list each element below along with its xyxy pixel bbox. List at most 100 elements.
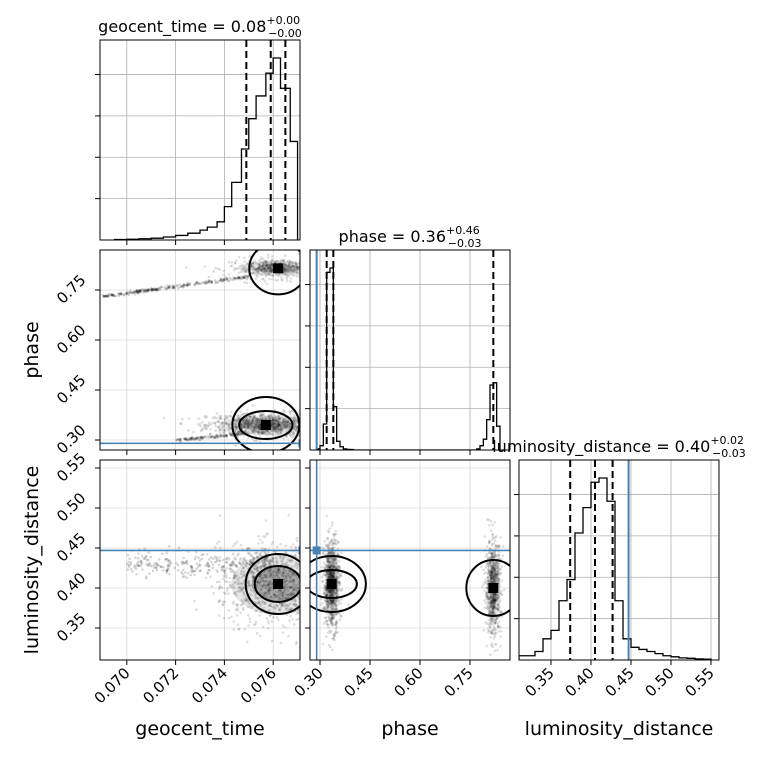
sample-point [338,574,342,578]
sample-point [244,421,248,425]
sample-point [265,263,269,266]
sample-point [278,417,282,420]
sample-point [146,288,150,291]
sample-point [294,417,298,420]
sample-point [233,430,237,434]
sample-point [291,264,295,268]
sample-point [223,429,227,433]
sample-point [350,594,353,597]
sample-point [489,616,493,620]
sample-point [268,582,272,585]
sample-point [240,588,243,592]
sample-point [239,414,243,417]
sample-point [344,269,347,272]
sample-point [268,570,272,573]
sample-point [278,570,281,574]
sample-point [490,619,494,622]
sample-point [488,579,491,582]
sample-point [240,270,243,274]
sample-point [297,610,300,614]
sample-point [306,608,309,611]
sample-point [333,613,336,617]
sample-point [266,267,269,271]
sample-point [501,554,505,558]
sample-point [268,609,272,612]
sample-point [265,263,269,266]
sample-point [334,606,338,610]
sample-point [281,594,284,598]
sample-point [233,542,237,546]
sample-point [281,260,285,263]
sample-point [329,605,333,609]
sample-point [288,260,292,264]
sample-point [186,562,189,566]
sample-point [250,265,254,268]
sample-point [327,576,330,580]
sample-point [290,572,294,576]
sample-point [495,572,499,576]
sample-point [236,267,240,270]
sample-point [247,580,250,584]
sample-point [189,564,193,568]
sample-point [301,577,304,580]
sample-point [255,419,258,423]
sample-point [277,414,280,418]
sample-point [325,575,329,579]
sample-point [330,589,334,592]
sample-point [228,563,232,567]
sample-point [287,572,291,576]
sample-point [300,576,303,579]
sample-point [207,279,211,282]
sample-point [204,576,208,580]
sample-point [244,419,248,423]
sample-point [279,641,283,645]
sample-point [286,420,290,423]
sample-point [492,599,495,603]
sample-point [330,558,333,561]
sample-point [335,594,338,597]
sample-point [238,276,242,279]
sample-point [293,420,296,423]
sample-point [283,585,286,589]
sample-point [249,265,253,268]
sample-point [497,594,501,598]
sample-point [257,542,260,545]
contour-line [248,250,300,296]
sample-point [498,567,502,571]
sample-point [282,269,286,272]
x-tick-label: 0.076 [237,664,280,707]
sample-point [206,565,210,568]
sample-point [496,607,500,611]
sample-point [498,585,502,588]
sample-point [488,606,491,609]
sample-point [218,585,221,589]
sample-point [492,628,496,632]
sample-point [285,421,288,425]
sample-point [218,279,222,283]
sample-point [284,597,288,600]
sample-point [246,562,249,565]
sample-point [261,579,265,583]
sample-point [313,433,316,436]
sample-point [292,579,295,583]
sample-point [277,422,280,425]
sample-point [260,269,263,273]
sample-point [326,591,329,594]
sample-point [493,575,497,579]
sample-point [303,270,306,273]
sample-point [267,622,270,625]
sample-point [325,564,329,567]
sample-point [219,278,223,281]
sample-point [222,435,225,438]
sample-point [284,270,287,274]
sample-point [237,561,241,564]
sample-point [275,424,279,427]
sample-point [285,575,288,578]
sample-point [301,424,304,427]
sample-point [485,622,489,626]
sample-point [155,288,159,291]
sample-point [304,577,307,580]
sample-point [329,612,333,616]
sample-point [483,606,487,610]
sample-point [330,618,333,622]
